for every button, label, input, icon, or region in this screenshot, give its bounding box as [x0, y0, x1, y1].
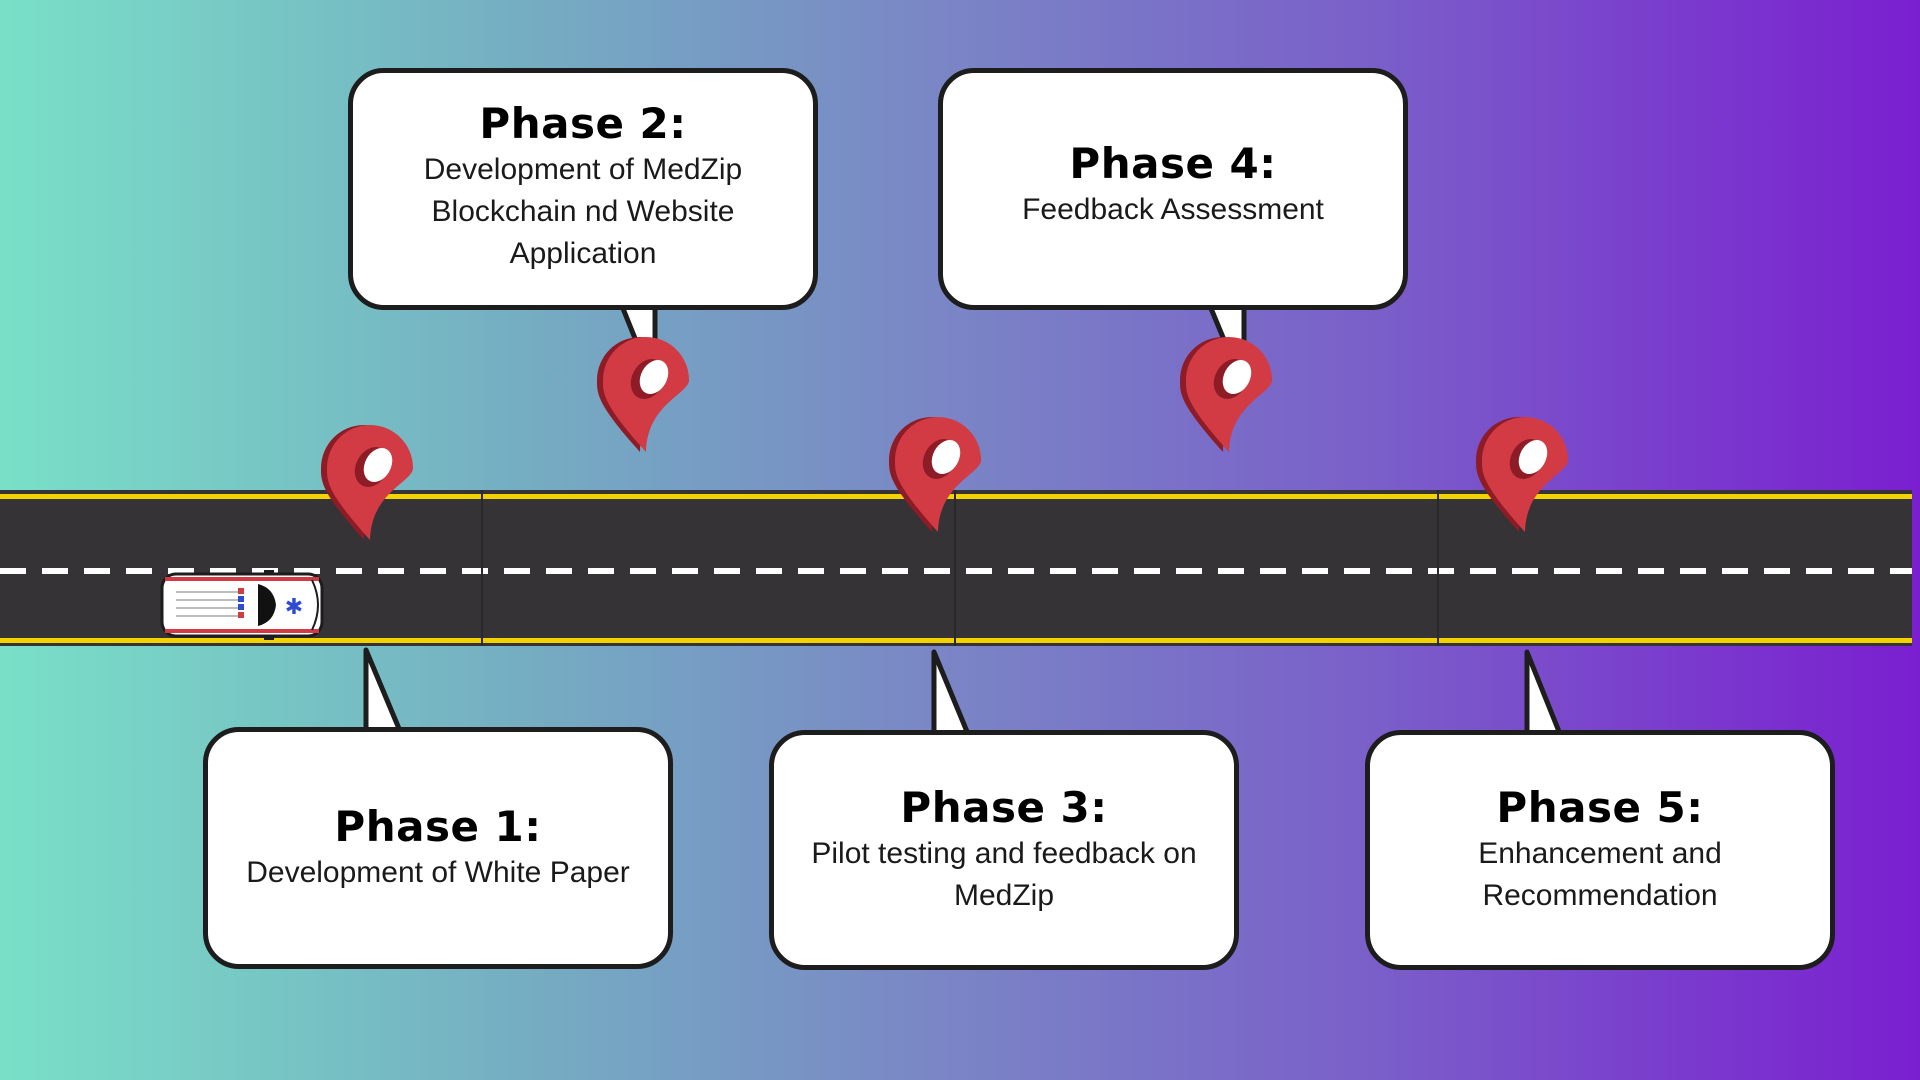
phase1-pointer: [363, 647, 403, 732]
phase5-description-line: Enhancement and: [1478, 837, 1722, 870]
phase3-pointer: [931, 649, 971, 735]
phase3-map-pin-icon: [889, 417, 981, 532]
phase2-bubble: Phase 2: Development of MedZip Blockchai…: [348, 68, 818, 310]
phase5-description-line: Recommendation: [1482, 879, 1718, 912]
phase2-description-line: Application: [509, 237, 657, 270]
phase1-map-pin-icon: [321, 425, 413, 540]
phase3-description-line: Pilot testing and feedback on: [811, 837, 1197, 870]
phase4-bubble: Phase 4: Feedback Assessment: [938, 68, 1408, 310]
phase2-description-line: Blockchain nd Website: [431, 195, 735, 228]
phase1-title: Phase 1:: [334, 802, 542, 851]
phase2-title: Phase 2:: [479, 99, 687, 148]
svg-text:✱: ✱: [285, 595, 303, 620]
phase5-title: Phase 5:: [1496, 783, 1704, 832]
phase5-bubble: Phase 5: Enhancement and Recommendation: [1365, 730, 1835, 970]
phase4-title: Phase 4:: [1069, 139, 1277, 188]
ambulance-icon: ✱: [160, 570, 324, 640]
phase3-description-line: MedZip: [953, 879, 1055, 912]
phase1-bubble: Phase 1: Development of White Paper: [203, 727, 673, 969]
phase4-map-pin-icon: [1180, 337, 1272, 452]
phase1-description-line: Development of White Paper: [246, 856, 630, 889]
phase2-description-line: Development of MedZip: [423, 153, 743, 186]
phase5-pointer: [1524, 649, 1563, 735]
phase5-map-pin-icon: [1476, 417, 1568, 532]
phase3-title: Phase 3:: [900, 783, 1108, 832]
phase4-description-line: Feedback Assessment: [1022, 193, 1324, 226]
phase2-map-pin-icon: [597, 337, 689, 452]
phase3-bubble: Phase 3: Pilot testing and feedback on M…: [769, 730, 1239, 970]
